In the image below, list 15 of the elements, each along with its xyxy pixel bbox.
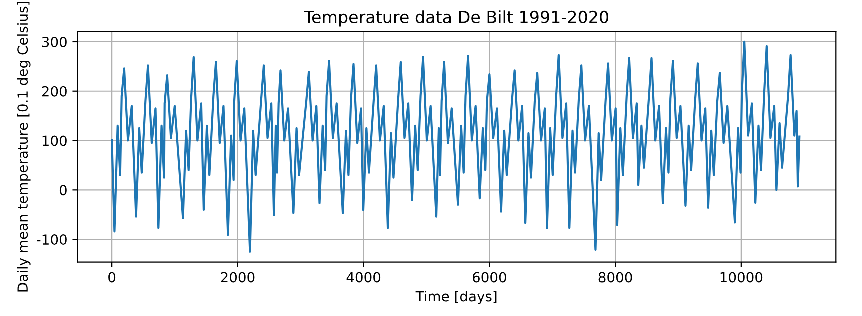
x-tick-label: 10000 — [720, 272, 763, 283]
x-tick-label: 2000 — [221, 272, 255, 283]
y-axis-title: Daily mean temperature [0.1 deg Celsius] — [17, 2, 31, 292]
x-tick-label: 0 — [108, 272, 116, 283]
y-tick-label: 300 — [42, 36, 67, 48]
x-tick-label: 6000 — [472, 272, 506, 283]
y-tick-label: -100 — [37, 234, 67, 246]
chart-title: Temperature data De Bilt 1991-2020 — [304, 10, 608, 27]
line-series — [111, 40, 801, 253]
y-tick-label: 0 — [60, 185, 67, 196]
x-tick-label: 8000 — [598, 272, 632, 283]
x-axis-title: Time [days] — [416, 291, 497, 304]
y-tick-label: 100 — [42, 136, 67, 146]
x-tick-label: 4000 — [346, 272, 381, 283]
y-tick-label: 200 — [42, 86, 67, 97]
